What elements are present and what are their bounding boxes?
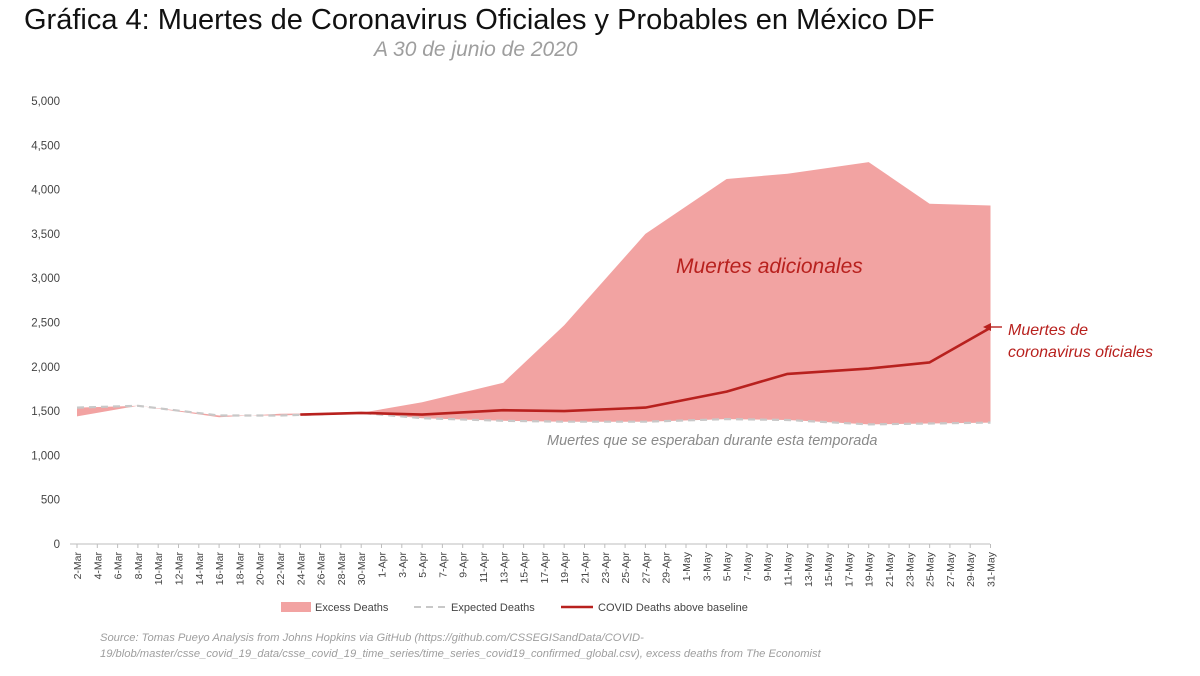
x-tick-label: 24-Mar: [295, 552, 307, 586]
x-tick-label: 29-May: [965, 551, 977, 587]
x-tick-label: 8-Mar: [133, 551, 145, 579]
x-tick-label: 15-May: [823, 551, 835, 587]
x-tick-label: 16-Mar: [214, 552, 226, 586]
x-tick-label: 7-Apr: [437, 552, 449, 578]
x-tick-label: 20-Mar: [255, 552, 267, 586]
x-tick-label: 1-Apr: [377, 552, 389, 578]
x-tick-label: 15-Apr: [519, 551, 531, 583]
x-tick-label: 26-Mar: [316, 552, 328, 586]
y-tick-label: 5,000: [31, 96, 60, 108]
x-tick-label: 10-Mar: [153, 552, 165, 586]
x-tick-label: 29-Apr: [661, 551, 673, 583]
x-tick-label: 27-Apr: [640, 551, 652, 583]
legend-label-covid-deaths: COVID Deaths above baseline: [598, 602, 748, 614]
x-tick-label: 5-May: [722, 551, 734, 581]
chart-subtitle: A 30 de junio de 2020: [374, 38, 578, 61]
legend-label-expected-deaths: Expected Deaths: [451, 602, 535, 614]
y-axis: 0 500 1,000 1,500 2,000 2,500 3,000 3,500 4,000 4…: [31, 96, 60, 551]
x-tick-label: 6-Mar: [113, 551, 125, 579]
y-tick-label: 4,000: [31, 185, 60, 197]
x-tick-label: 11-May: [783, 551, 795, 586]
x-tick-label: 28-Mar: [336, 552, 348, 586]
x-tick-label: 27-May: [945, 551, 957, 587]
x-tick-label: 1-May: [681, 551, 693, 581]
x-tick-label: 9-May: [762, 551, 774, 581]
x-axis: 2-Mar 4-Mar 6-Mar 8-Mar 10-Mar 12-Mar 14-Mar 16…: [70, 543, 998, 587]
annotation-expected-deaths: Muertes que se esperaban durante esta te…: [547, 433, 878, 449]
chart-title: Gráfica 4: Muertes de Coronavirus Oficia…: [24, 4, 935, 36]
annotation-official-deaths-line-2: coronavirus oficiales: [1008, 344, 1153, 361]
annotation-arrow-head: [983, 323, 991, 331]
legend: Excess Deaths Expected Deaths COVID Deaths…: [281, 602, 748, 614]
annotation-official-deaths-line-1: Muertes de: [1008, 322, 1088, 339]
expected-deaths-line: [76, 404, 991, 426]
x-tick-label: 13-May: [803, 551, 815, 587]
y-tick-label: 4,500: [31, 140, 60, 152]
x-tick-label: 12-Mar: [174, 552, 186, 586]
x-tick-label: 9-Apr: [458, 552, 470, 578]
y-tick-label: 0: [54, 539, 60, 551]
x-tick-label: 21-Apr: [580, 551, 592, 583]
x-tick-label: 2-Mar: [72, 551, 84, 579]
x-tick-label: 18-Mar: [234, 552, 246, 586]
y-tick-label: 2,000: [31, 362, 60, 374]
legend-swatch-excess-deaths: [281, 602, 311, 612]
y-tick-label: 1,000: [31, 450, 60, 462]
x-tick-label: 14-Mar: [194, 552, 206, 586]
x-tick-label: 13-Apr: [498, 551, 510, 583]
x-tick-label: 25-Apr: [620, 551, 632, 583]
x-tick-label: 19-May: [864, 551, 876, 587]
x-tick-label: 23-Apr: [600, 551, 612, 583]
source-note: Source: Tomas Pueyo Analysis from Johns …: [100, 632, 821, 660]
x-tick-label: 21-May: [884, 551, 896, 587]
y-tick-label: 2,500: [31, 318, 60, 330]
excess-deaths-area-layer: [77, 162, 991, 425]
x-tick-label: 7-May: [742, 551, 754, 581]
x-tick-label: 5-Apr: [417, 552, 429, 578]
x-tick-label: 25-May: [925, 551, 937, 587]
x-tick-label: 23-May: [904, 551, 916, 587]
y-tick-label: 3,500: [31, 229, 60, 241]
y-tick-label: 1,500: [31, 406, 60, 418]
expected-deaths-line-layer: [76, 404, 991, 426]
excess-deaths-area: [77, 162, 991, 425]
covid-deaths-line: [300, 326, 992, 416]
x-tick-label: 19-Apr: [559, 551, 571, 583]
x-tick-label: 31-May: [986, 551, 998, 587]
y-tick-label: 3,000: [31, 273, 60, 285]
x-tick-label: 30-Mar: [356, 552, 368, 586]
x-tick-label: 11-Apr: [478, 552, 490, 583]
x-tick-label: 17-Apr: [539, 551, 551, 583]
x-tick-label: 17-May: [843, 551, 855, 587]
covid-deaths-line-layer: [300, 326, 992, 416]
legend-label-excess-deaths: Excess Deaths: [315, 602, 389, 614]
y-tick-label: 500: [41, 495, 60, 507]
x-tick-label: 3-Apr: [397, 552, 409, 578]
annotation-excess-deaths: Muertes adicionales: [676, 255, 863, 278]
x-tick-label: 3-May: [701, 551, 713, 581]
x-tick-label: 4-Mar: [92, 551, 104, 579]
annotations: Muertes adicionales Muertes de coronavirus…: [547, 255, 1153, 449]
x-tick-label: 22-Mar: [275, 552, 287, 586]
